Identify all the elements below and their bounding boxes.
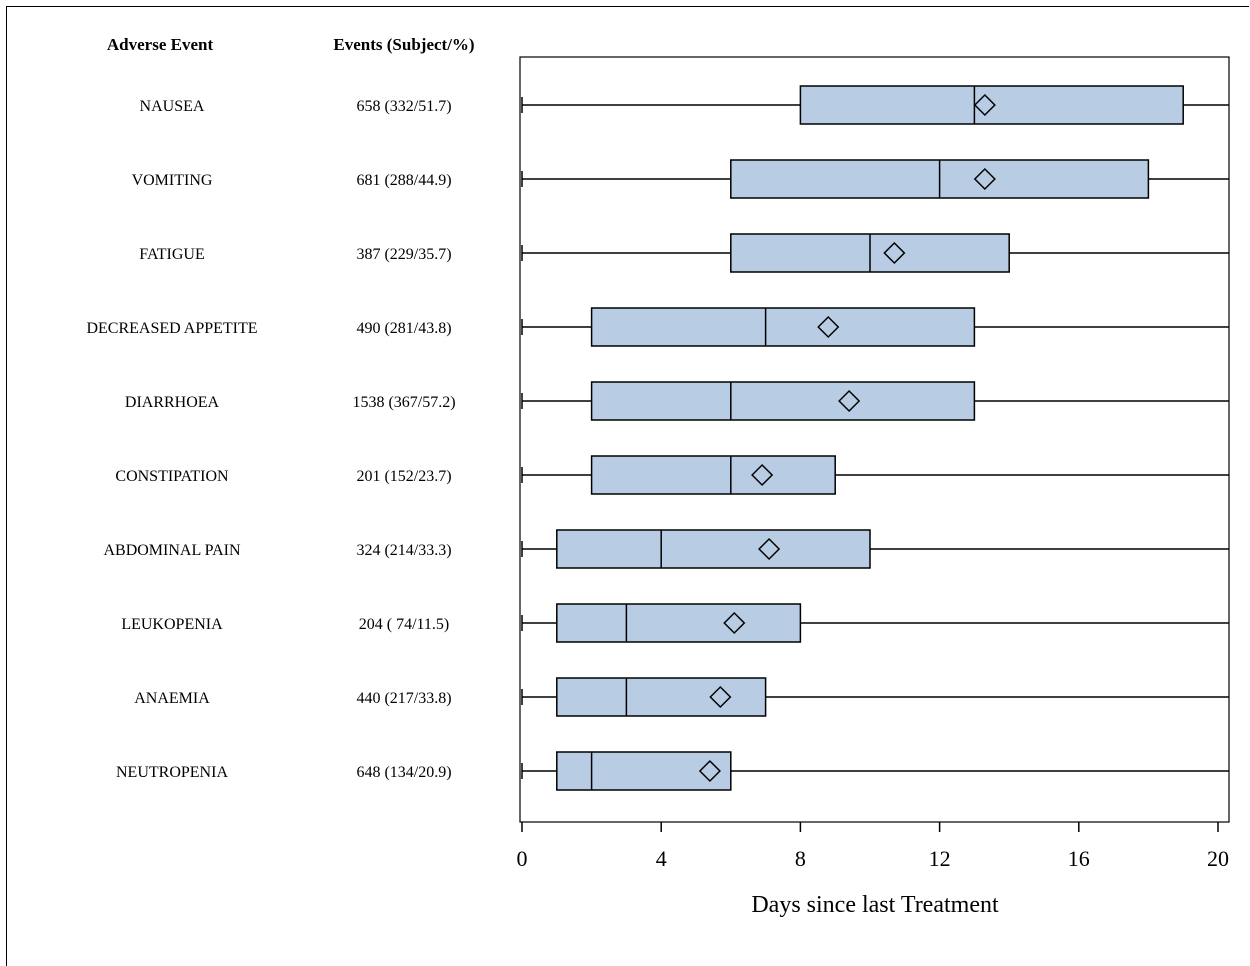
event-count: 658 (332/51.7) (356, 98, 451, 115)
box (799, 85, 1184, 125)
event-label: FATIGUE (139, 246, 204, 263)
box-row: DECREASED APPETITE 490 (281/43.8) (86, 307, 1229, 347)
event-label: ANAEMIA (134, 690, 210, 707)
mean-marker (723, 611, 746, 635)
box-row: NEUTROPENIA 648 (134/20.9) (116, 751, 1229, 791)
box (556, 677, 767, 717)
box-row: CONSTIPATION 201 (152/23.7) (115, 455, 1229, 495)
mean-marker (973, 167, 996, 191)
box-row: DIARRHOEA 1538 (367/57.2) (125, 381, 1229, 421)
label-column-header: Adverse Event (107, 35, 214, 54)
event-label: CONSTIPATION (115, 468, 229, 485)
event-label: ABDOMINAL PAIN (103, 542, 240, 559)
box (590, 381, 976, 421)
box (556, 529, 871, 569)
x-tick-label: 0 (517, 846, 528, 871)
x-axis: 0 4 8 12 16 20 (517, 822, 1229, 871)
box (556, 603, 802, 643)
x-axis-title: Days since last Treatment (751, 892, 999, 918)
box-row: FATIGUE 387 (229/35.7) (139, 233, 1229, 273)
count-column-header: Events (Subject/%) (333, 35, 474, 54)
event-count: 681 (288/44.9) (356, 172, 451, 189)
x-tick-label: 20 (1207, 846, 1229, 871)
event-label: DECREASED APPETITE (86, 320, 257, 337)
event-label: DIARRHOEA (125, 394, 220, 411)
box (590, 307, 976, 347)
mean-marker (973, 93, 996, 117)
box-row: ANAEMIA 440 (217/33.8) (134, 677, 1229, 717)
box-row: NAUSEA 658 (332/51.7) (140, 85, 1229, 125)
chart-frame (6, 6, 1249, 966)
mean-marker (709, 685, 732, 709)
event-count: 490 (281/43.8) (356, 320, 451, 337)
event-label: NEUTROPENIA (116, 764, 228, 781)
mean-marker (751, 463, 774, 487)
event-label: NAUSEA (140, 98, 205, 115)
event-count: 324 (214/33.3) (356, 542, 451, 559)
box-row: ABDOMINAL PAIN 324 (214/33.3) (103, 529, 1229, 569)
mean-marker (817, 315, 840, 339)
box-row: VOMITING 681 (288/44.9) (132, 159, 1229, 199)
x-tick-label: 8 (795, 846, 806, 871)
x-tick-label: 16 (1068, 846, 1090, 871)
event-count: 204 ( 74/11.5) (359, 616, 450, 633)
box (590, 455, 836, 495)
rows-layer: NAUSEA 658 (332/51.7) VOMITING 681 (288/44.… (86, 85, 1229, 791)
box (556, 751, 732, 791)
plot-area (519, 56, 1230, 823)
event-count: 387 (229/35.7) (356, 246, 451, 263)
chart: Adverse Event Events (Subject/%) NAUSEA 6… (86, 35, 1230, 918)
mean-marker (698, 759, 721, 783)
mean-marker (758, 537, 781, 561)
event-count: 1538 (367/57.2) (352, 394, 455, 411)
event-count: 440 (217/33.8) (356, 690, 451, 707)
box-row: LEUKOPENIA 204 ( 74/11.5) (121, 603, 1229, 643)
x-tick-label: 4 (656, 846, 667, 871)
event-label: LEUKOPENIA (121, 616, 223, 633)
mean-marker (838, 389, 861, 413)
event-count: 201 (152/23.7) (356, 468, 451, 485)
event-label: VOMITING (132, 172, 213, 189)
event-count: 648 (134/20.9) (356, 764, 451, 781)
x-tick-label: 12 (929, 846, 951, 871)
mean-marker (883, 241, 906, 265)
